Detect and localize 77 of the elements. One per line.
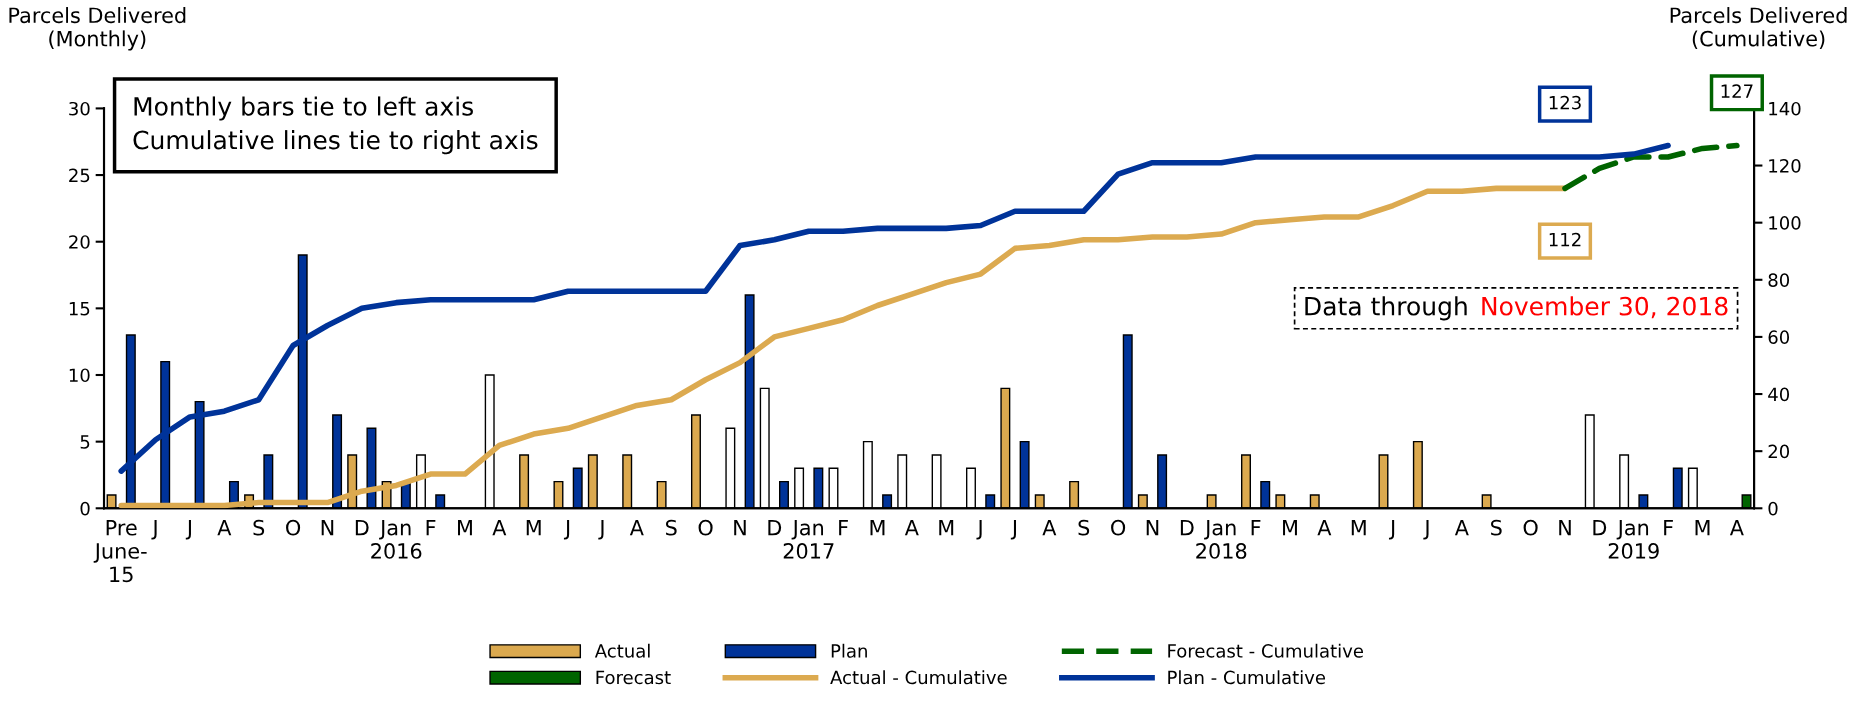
x-tick-label: O (1111, 519, 1126, 536)
y2-tick-label: 140 (1769, 101, 1801, 116)
x-tick-label: S (253, 519, 265, 536)
x-tick-label: M (1351, 520, 1366, 536)
x-tick-label: J (1010, 520, 1017, 540)
y2-tick-label: 120 (1769, 159, 1801, 173)
x-tick-label: Jan 2018 (1196, 520, 1247, 559)
x-tick-label: F (1251, 520, 1261, 536)
x-tick-label: A (1729, 520, 1744, 536)
x-tick-label: Jan 2019 (1608, 520, 1659, 559)
x-tick-label: J (598, 520, 604, 540)
x-tick-label: M (939, 520, 954, 536)
legend-label: Forecast (596, 670, 671, 685)
x-tick-label: S (1078, 519, 1090, 536)
legend-label: Forecast - Cumulative (1168, 643, 1363, 658)
annotation: November 30, 2018 (1482, 296, 1728, 319)
x-tick-label: J (976, 520, 982, 540)
legend-label: Actual - Cumulative (830, 670, 1007, 685)
x-tick-label: A (1317, 520, 1332, 536)
x-tick-label: M (1695, 520, 1710, 536)
x-tick-label: A (1454, 520, 1469, 536)
x-tick-label: J (1423, 520, 1429, 540)
x-tick-label: J (185, 520, 191, 540)
y2-tick-label: 60 (1768, 330, 1790, 345)
y-axis-title: Parcels Delivered (Monthly) (9, 7, 186, 51)
x-tick-label: N (1559, 520, 1571, 536)
x-tick-label: M (458, 520, 472, 536)
y2-tick-label: 40 (1768, 387, 1790, 402)
y-tick-label: 25 (69, 168, 90, 183)
x-tick-label: F (839, 520, 848, 536)
y2-tick-label: 20 (1768, 444, 1790, 459)
x-tick-label: O (698, 519, 713, 536)
x-tick-label: D (1593, 520, 1607, 536)
x-tick-label: F (1664, 520, 1673, 536)
data-label: 112 (1549, 232, 1581, 247)
annotation: Monthly bars tie to left axis Cumulative lines tie to right axis (133, 96, 538, 155)
x-tick-label: S (665, 519, 677, 536)
x-tick-label: F (426, 520, 436, 536)
y2-tick-label: 80 (1768, 273, 1790, 287)
y2-tick-label: 100 (1769, 216, 1801, 230)
x-tick-label: O (286, 519, 301, 536)
x-tick-label: M (526, 520, 541, 536)
legend-label: Plan (831, 643, 867, 658)
y-tick-label: 20 (69, 235, 90, 249)
x-tick-label: N (734, 520, 746, 536)
x-tick-label: S (1491, 519, 1502, 536)
x-tick-label: M (1283, 520, 1297, 536)
x-tick-label: M (870, 520, 885, 536)
x-tick-label: D (355, 520, 369, 536)
x-tick-label: D (1180, 520, 1194, 536)
x-tick-label: N (1146, 520, 1159, 536)
y2-axis-title: Parcels Delivered (Cumulative) (1670, 7, 1847, 49)
x-tick-label: J (151, 520, 157, 540)
data-label: 123 (1549, 95, 1581, 110)
x-tick-label: D (768, 520, 782, 536)
legend-label: Plan - Cumulative (1168, 670, 1326, 685)
y-tick-label: 15 (69, 302, 90, 316)
data-label: 127 (1721, 84, 1753, 98)
x-tick-label: Jan 2016 (371, 520, 422, 559)
y-tick-label: 30 (69, 101, 90, 116)
legend-label: Actual (594, 643, 650, 658)
x-tick-label: J (1388, 520, 1395, 540)
y2-tick-label: 0 (1768, 501, 1778, 516)
x-tick-label: A (629, 520, 644, 536)
x-tick-label: Pre June- 15 (93, 520, 147, 583)
x-tick-label: A (1042, 520, 1057, 536)
y-tick-label: 0 (80, 501, 90, 516)
x-tick-label: J (563, 520, 570, 540)
x-tick-label: A (492, 520, 507, 536)
x-tick-label: Jan 2017 (783, 520, 834, 559)
y-tick-label: 5 (80, 435, 90, 449)
annotation: Data through (1305, 296, 1467, 321)
y-tick-label: 10 (69, 368, 90, 383)
x-tick-label: O (1523, 519, 1538, 536)
x-tick-label: A (904, 520, 919, 536)
x-tick-label: A (217, 520, 232, 536)
x-tick-label: N (321, 520, 334, 536)
